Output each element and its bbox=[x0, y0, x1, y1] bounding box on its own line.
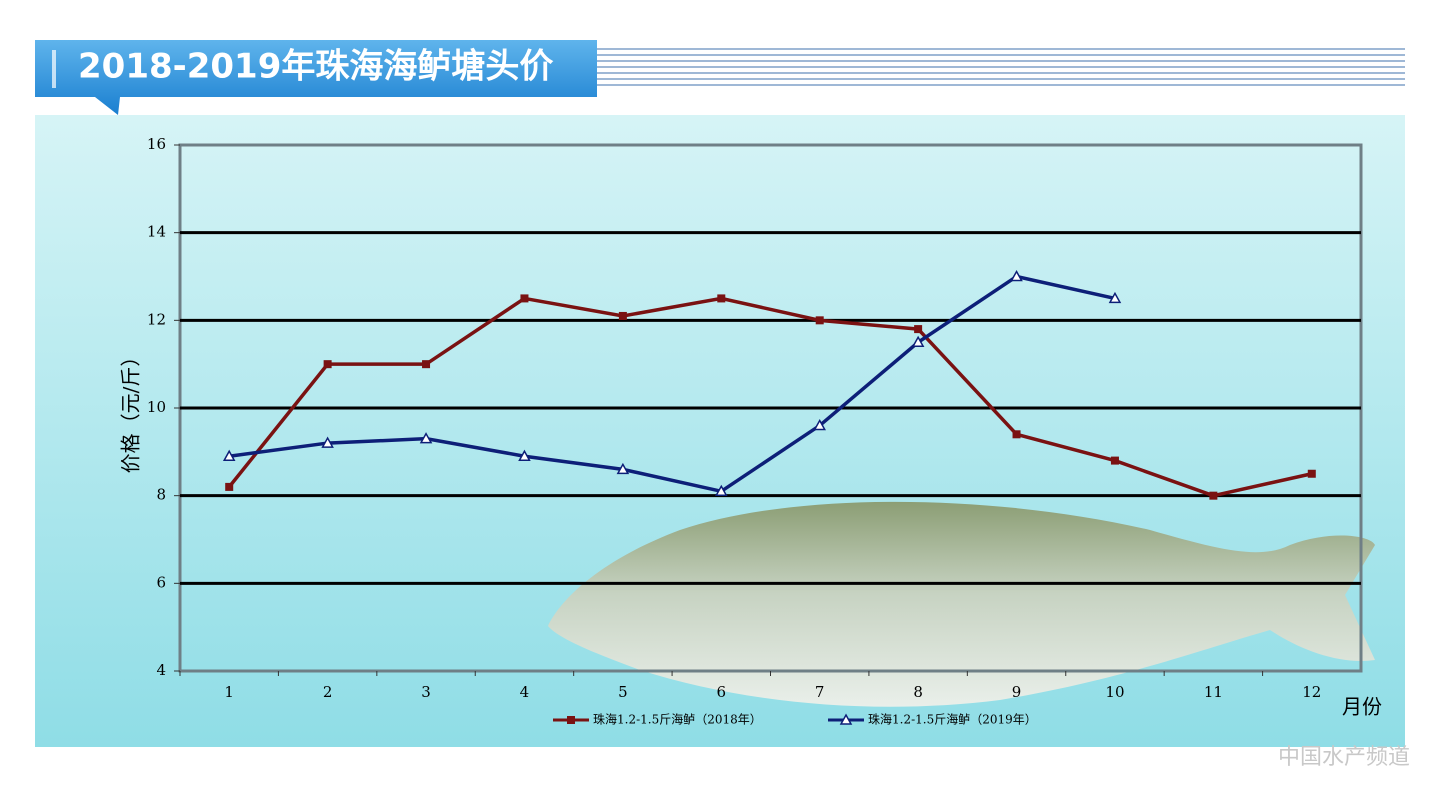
x-tick-label: 3 bbox=[421, 683, 431, 701]
series-line bbox=[228, 274, 1116, 494]
point bbox=[222, 449, 236, 461]
fish-image bbox=[548, 501, 1375, 707]
y-tick-label: 8 bbox=[156, 486, 166, 504]
point bbox=[323, 360, 332, 369]
point bbox=[225, 482, 234, 491]
x-tick-label: 9 bbox=[1012, 683, 1022, 701]
x-tick-label: 5 bbox=[618, 683, 628, 701]
point bbox=[815, 316, 824, 325]
banner-accent bbox=[52, 50, 56, 88]
point bbox=[1012, 430, 1021, 439]
x-tick-label: 12 bbox=[1302, 683, 1321, 701]
point bbox=[1209, 491, 1218, 500]
y-axis-label: 价格（元/斤） bbox=[119, 347, 143, 474]
y-tick-label: 10 bbox=[147, 398, 166, 416]
watermark: 中国水产频道 bbox=[1278, 745, 1410, 770]
x-tick-label: 4 bbox=[520, 683, 530, 701]
legend-marker bbox=[839, 713, 853, 725]
point bbox=[618, 311, 627, 320]
point bbox=[911, 335, 925, 347]
point bbox=[1010, 269, 1023, 282]
point bbox=[419, 432, 433, 444]
point bbox=[1110, 456, 1119, 465]
legend-marker bbox=[567, 716, 575, 724]
point bbox=[422, 360, 431, 369]
point bbox=[813, 418, 826, 431]
series-line bbox=[227, 296, 1313, 498]
point bbox=[518, 449, 531, 461]
point bbox=[715, 484, 728, 497]
point bbox=[914, 325, 923, 334]
x-tick-label: 1 bbox=[224, 683, 234, 701]
x-axis-label: 月份 bbox=[1342, 695, 1382, 719]
x-tick-label: 10 bbox=[1105, 683, 1124, 701]
x-tick-label: 11 bbox=[1204, 683, 1223, 701]
legend-label: 珠海1.2-1.5斤海鲈（2019年） bbox=[868, 712, 1037, 727]
x-tick-label: 2 bbox=[323, 683, 333, 701]
y-tick-label: 4 bbox=[156, 661, 166, 679]
chart-title: 2018-2019年珠海海鲈塘头价 bbox=[78, 47, 553, 87]
point bbox=[616, 462, 630, 475]
legend-label: 珠海1.2-1.5斤海鲈（2018年） bbox=[593, 712, 762, 727]
point bbox=[520, 294, 529, 303]
stripes bbox=[597, 44, 1405, 90]
point bbox=[1108, 291, 1122, 304]
y-tick-label: 12 bbox=[147, 310, 166, 328]
x-tick-label: 6 bbox=[717, 683, 727, 701]
x-tick-label: 8 bbox=[913, 683, 923, 701]
x-tick-label: 7 bbox=[815, 683, 825, 701]
point bbox=[717, 294, 726, 303]
y-tick-label: 16 bbox=[147, 135, 166, 153]
point bbox=[1307, 469, 1316, 478]
y-tick-label: 14 bbox=[147, 223, 166, 241]
point bbox=[321, 436, 334, 448]
y-tick-label: 6 bbox=[156, 573, 166, 591]
title-banner bbox=[35, 40, 597, 115]
